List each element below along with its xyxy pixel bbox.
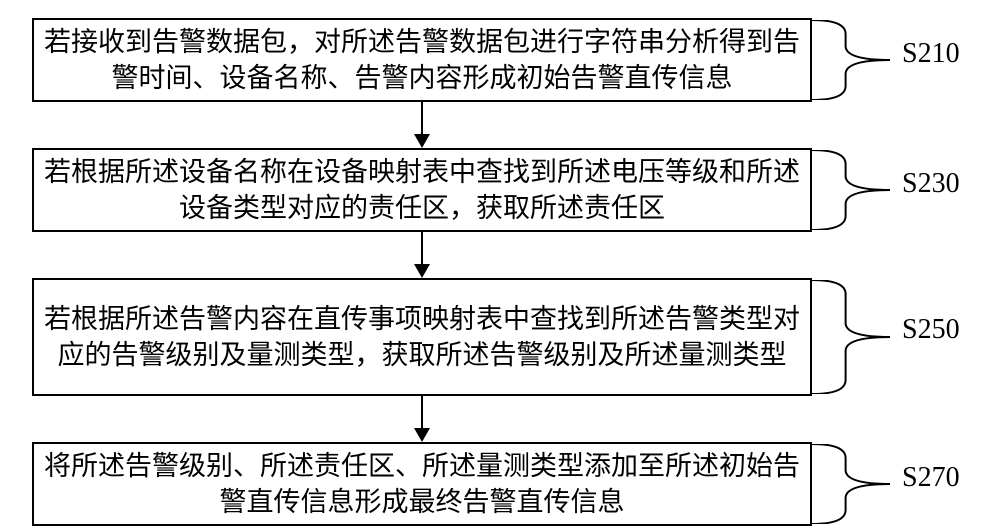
bracket-2	[812, 150, 892, 230]
arrow-head-1	[414, 134, 430, 148]
bracket-4	[812, 444, 892, 524]
step-label-s270: S270	[902, 462, 960, 494]
flowchart-node-s230: 若根据所述设备名称在设备映射表中查找到所述电压等级和所述设备类型对应的责任区，获…	[32, 148, 812, 232]
node-text: 若根据所述告警内容在直传事项映射表中查找到所述告警类型对应的告警级别及量测类型，…	[44, 301, 800, 374]
arrow-head-2	[414, 264, 430, 278]
arrow-head-3	[414, 428, 430, 442]
arrow-line-1	[421, 102, 423, 134]
bracket-1	[812, 20, 892, 100]
flowchart-node-s250: 若根据所述告警内容在直传事项映射表中查找到所述告警类型对应的告警级别及量测类型，…	[32, 278, 812, 396]
step-label-s250: S250	[902, 314, 960, 346]
node-text: 若根据所述设备名称在设备映射表中查找到所述电压等级和所述设备类型对应的责任区，获…	[44, 154, 800, 227]
flowchart-node-s210: 若接收到告警数据包，对所述告警数据包进行字符串分析得到告警时间、设备名称、告警内…	[32, 18, 812, 102]
step-label-s230: S230	[902, 168, 960, 200]
arrow-line-3	[421, 396, 423, 428]
bracket-3	[812, 280, 892, 394]
node-text: 若接收到告警数据包，对所述告警数据包进行字符串分析得到告警时间、设备名称、告警内…	[44, 24, 800, 97]
flowchart-canvas: 若接收到告警数据包，对所述告警数据包进行字符串分析得到告警时间、设备名称、告警内…	[0, 0, 1000, 531]
node-text: 将所述告警级别、所述责任区、所述量测类型添加至所述初始告警直传信息形成最终告警直…	[44, 448, 800, 521]
step-label-s210: S210	[902, 38, 960, 70]
flowchart-node-s270: 将所述告警级别、所述责任区、所述量测类型添加至所述初始告警直传信息形成最终告警直…	[32, 442, 812, 526]
arrow-line-2	[421, 232, 423, 264]
